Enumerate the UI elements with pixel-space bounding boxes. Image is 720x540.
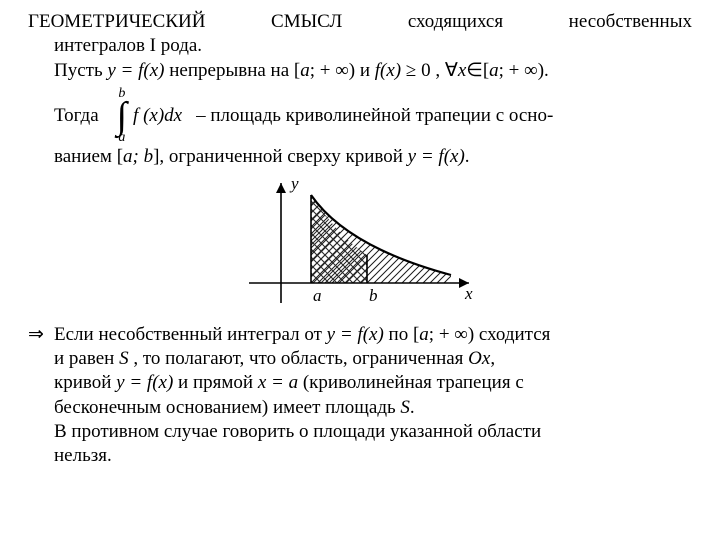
conclusion-block: ⇒ Если несобственный интеграл от y = f(x… bbox=[28, 323, 692, 469]
c1b: y = f(x) bbox=[327, 324, 384, 345]
integral-body: f (x)dx bbox=[133, 104, 182, 128]
conclusion-line-2: и равен S , то полагают, что область, ог… bbox=[54, 347, 692, 371]
premise-intv1: ; + ∞) и bbox=[310, 60, 375, 81]
fx2: y = f(x) bbox=[408, 146, 465, 167]
c1a: Если несобственный интеграл от bbox=[54, 324, 327, 345]
conclusion-body: Если несобственный интеграл от y = f(x) … bbox=[54, 323, 692, 469]
premise-intv2: ; + ∞). bbox=[499, 60, 549, 81]
c3b: y = f(x) bbox=[116, 372, 173, 393]
integral-text: – площадь криволинейной трапеции с осно- bbox=[196, 104, 553, 128]
c2e: , bbox=[490, 348, 495, 369]
document-page: ГЕОМЕТРИЧЕСКИЙ СМЫСЛ сходящихся несобств… bbox=[0, 0, 720, 468]
premise-x: x bbox=[458, 60, 466, 81]
line-after-2: ], ограниченной сверху кривой bbox=[153, 146, 408, 167]
axis-y-label: y bbox=[289, 175, 299, 193]
c3e: (криволинейная трапеция с bbox=[298, 372, 524, 393]
integral-symbol: ∫ bbox=[117, 99, 127, 133]
conclusion-line-1: Если несобственный интеграл от y = f(x) … bbox=[54, 323, 692, 347]
premise-fn: y = f(x) bbox=[107, 60, 164, 81]
premise-a2: a bbox=[489, 60, 499, 81]
implies-icon: ⇒ bbox=[28, 323, 54, 469]
title-word-2: СМЫСЛ bbox=[271, 10, 342, 34]
integral-row: Тогда b ∫ a f (x)dx – площадь криволиней… bbox=[54, 87, 692, 145]
period: . bbox=[465, 146, 470, 167]
c1c: по [ bbox=[384, 324, 420, 345]
c4b: S bbox=[400, 397, 410, 418]
title-word-1: ГЕОМЕТРИЧЕСКИЙ bbox=[28, 10, 205, 34]
line-after-integral: ванием [a; b], ограниченной сверху криво… bbox=[54, 145, 692, 169]
title-line-2: интегралов I рода. bbox=[54, 34, 692, 58]
c1d: a bbox=[419, 324, 429, 345]
title-word-4: несобственных bbox=[569, 10, 692, 34]
premise-forall: ∀ bbox=[445, 60, 458, 81]
implies-symbol: ⇒ bbox=[28, 324, 44, 345]
premise-fx: f(x) bbox=[375, 60, 401, 81]
c2d: Ox bbox=[468, 348, 490, 369]
c4a: бесконечным основанием) имеет площадь bbox=[54, 397, 400, 418]
b-tick-label: b bbox=[369, 286, 378, 305]
c3d: x = a bbox=[258, 372, 298, 393]
integral-box: b ∫ a bbox=[117, 87, 127, 145]
title-line-1: ГЕОМЕТРИЧЕСКИЙ СМЫСЛ сходящихся несобств… bbox=[28, 10, 692, 34]
axis-x-label: x bbox=[464, 284, 473, 303]
then-label: Тогда bbox=[54, 104, 99, 128]
line-after-1: ванием [ bbox=[54, 146, 123, 167]
conclusion-line-5: В противном случае говорить о площади ук… bbox=[54, 420, 692, 444]
conclusion-line-6: нельзя. bbox=[54, 444, 692, 468]
premise-line: Пусть y = f(x) непрерывна на [a; + ∞) и … bbox=[54, 59, 692, 83]
c2b: S bbox=[119, 348, 129, 369]
conclusion-line-3: кривой y = f(x) и прямой x = a (криволин… bbox=[54, 371, 692, 395]
ab-label: a; b bbox=[123, 146, 153, 167]
c4c: . bbox=[410, 397, 415, 418]
curve-figure: y x a b bbox=[237, 175, 483, 313]
c2c: , то полагают, что область, ограниченная bbox=[129, 348, 469, 369]
c2a: и равен bbox=[54, 348, 119, 369]
premise-prefix: Пусть bbox=[54, 60, 107, 81]
c3a: кривой bbox=[54, 372, 116, 393]
premise-ge: ≥ 0 , bbox=[401, 60, 445, 81]
premise-in: ∈[ bbox=[466, 60, 489, 81]
c1e: ; + ∞) сходится bbox=[429, 324, 551, 345]
premise-a: a bbox=[300, 60, 310, 81]
a-tick-label: a bbox=[313, 286, 322, 305]
figure-container: y x a b bbox=[28, 175, 692, 320]
conclusion-line-4: бесконечным основанием) имеет площадь S. bbox=[54, 396, 692, 420]
premise-cont: непрерывна на [ bbox=[165, 60, 301, 81]
c3c: и прямой bbox=[173, 372, 258, 393]
title-word-3: сходящихся bbox=[408, 10, 503, 34]
